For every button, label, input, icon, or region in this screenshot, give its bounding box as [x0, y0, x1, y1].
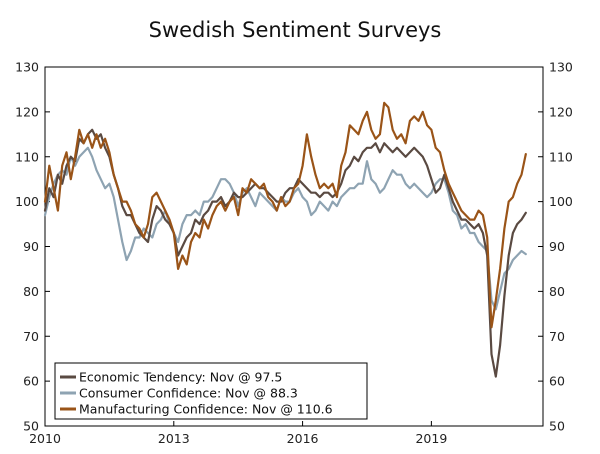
chart-title: Swedish Sentiment Surveys [149, 18, 442, 42]
x-tick-label: 2010 [29, 431, 61, 446]
y-tick-label-left: 80 [23, 284, 39, 299]
legend-label-manufacturing-confidence: Manufacturing Confidence: Nov @ 110.6 [79, 402, 333, 417]
y-tick-label-right: 110 [549, 149, 573, 164]
chart: Swedish Sentiment Surveys 50 60 70 80 90 100 1… [0, 0, 600, 454]
y-tick-label-right: 70 [549, 329, 565, 344]
y-tick-label-left: 60 [23, 374, 39, 389]
y-tick-label-left: 100 [15, 194, 39, 209]
y-tick-label-left: 120 [15, 104, 39, 119]
y-tick-label-right: 90 [549, 239, 565, 254]
y-tick-label-left: 130 [15, 60, 39, 75]
y-tick-label-right: 130 [549, 60, 573, 75]
y-tick-label-left: 90 [23, 239, 39, 254]
y-tick-label-left: 70 [23, 329, 39, 344]
y-tick-label-right: 60 [549, 374, 565, 389]
y-tick-label-right: 80 [549, 284, 565, 299]
legend-label-consumer-confidence: Consumer Confidence: Nov @ 88.3 [79, 386, 298, 401]
x-tick-label: 2019 [415, 431, 447, 446]
y-tick-label-left: 110 [15, 149, 39, 164]
y-tick-label-right: 100 [549, 194, 573, 209]
y-tick-label-right: 120 [549, 104, 573, 119]
x-tick-label: 2016 [287, 431, 319, 446]
x-tick-label: 2013 [158, 431, 190, 446]
y-tick-label-right: 50 [549, 419, 565, 434]
legend-label-economic-tendency: Economic Tendency: Nov @ 97.5 [79, 370, 282, 385]
